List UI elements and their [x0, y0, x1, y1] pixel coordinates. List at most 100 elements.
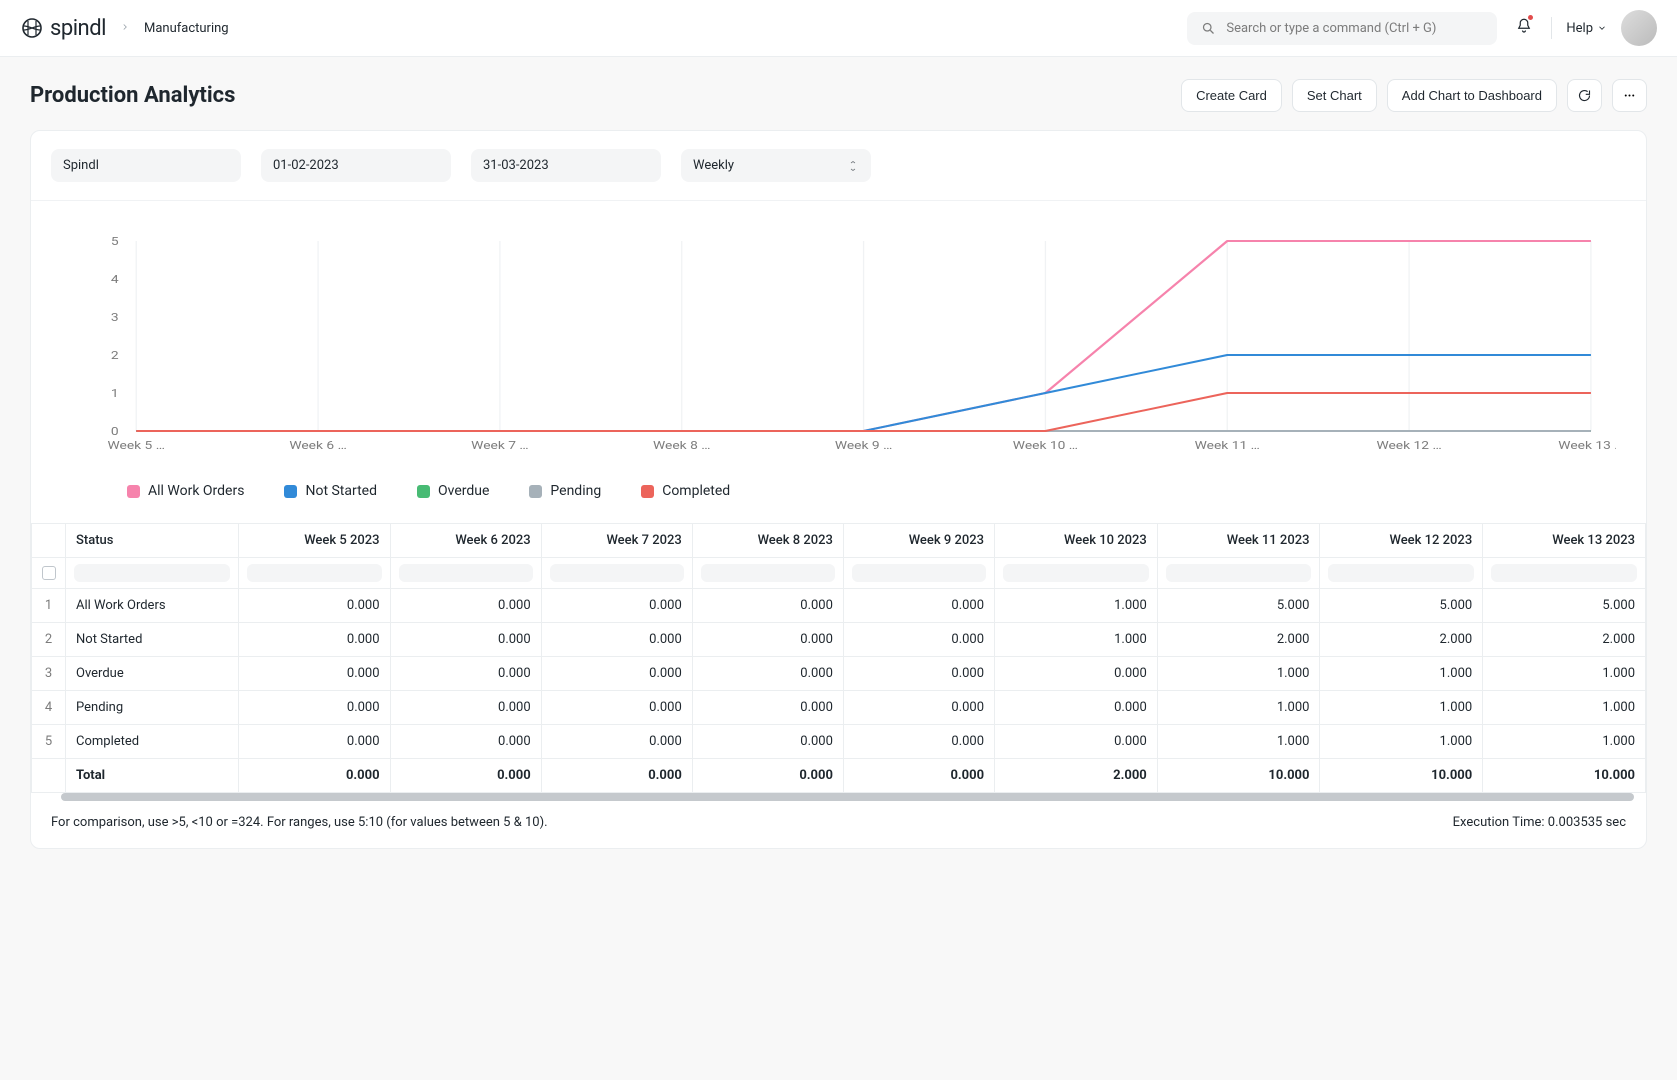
column-filter[interactable]: [66, 558, 239, 589]
cell-value: 0.000: [692, 725, 843, 759]
svg-text:0: 0: [111, 425, 119, 438]
cell-value: 1.000: [995, 589, 1158, 623]
search-input[interactable]: Search or type a command (Ctrl + G): [1187, 12, 1497, 45]
refresh-button[interactable]: [1567, 79, 1602, 112]
cell-value: 0.000: [692, 589, 843, 623]
column-header[interactable]: Week 13 2023: [1483, 524, 1646, 558]
total-value: 10.000: [1157, 759, 1320, 793]
total-value: 0.000: [390, 759, 541, 793]
cell-value: 5.000: [1483, 589, 1646, 623]
legend-item[interactable]: All Work Orders: [127, 483, 244, 499]
column-filter[interactable]: [541, 558, 692, 589]
date-from-filter[interactable]: 01-02-2023: [261, 149, 451, 182]
more-button[interactable]: [1612, 79, 1647, 112]
cell-value: 1.000: [1157, 657, 1320, 691]
execution-time: Execution Time: 0.003535 sec: [1453, 815, 1626, 830]
legend-item[interactable]: Completed: [641, 483, 730, 499]
column-header[interactable]: Status: [66, 524, 239, 558]
company-filter[interactable]: Spindl: [51, 149, 241, 182]
column-header[interactable]: Week 11 2023: [1157, 524, 1320, 558]
svg-text:4: 4: [111, 273, 119, 286]
svg-text:Week 5 …: Week 5 …: [108, 439, 165, 452]
column-header[interactable]: Week 6 2023: [390, 524, 541, 558]
filter-bar: Spindl 01-02-2023 31-03-2023 Weekly: [31, 131, 1646, 201]
column-filter[interactable]: [995, 558, 1158, 589]
cell-value: 0.000: [843, 623, 994, 657]
data-table: StatusWeek 5 2023Week 6 2023Week 7 2023W…: [31, 523, 1646, 793]
row-label: Overdue: [66, 657, 239, 691]
legend-label: Completed: [662, 483, 730, 499]
cell-value: 1.000: [1157, 725, 1320, 759]
row-label: Completed: [66, 725, 239, 759]
help-menu[interactable]: Help: [1566, 21, 1607, 36]
legend-item[interactable]: Not Started: [284, 483, 377, 499]
legend-swatch: [127, 485, 140, 498]
horizontal-scrollbar[interactable]: [61, 793, 1634, 801]
app-header: spindl Manufacturing Search or type a co…: [0, 0, 1677, 57]
column-filter[interactable]: [239, 558, 390, 589]
cell-value: 0.000: [995, 691, 1158, 725]
total-value: 0.000: [239, 759, 390, 793]
cell-value: 0.000: [541, 589, 692, 623]
interval-filter[interactable]: Weekly: [681, 149, 871, 182]
refresh-icon: [1577, 88, 1592, 103]
notifications-button[interactable]: [1511, 13, 1537, 43]
column-filter[interactable]: [1320, 558, 1483, 589]
legend-item[interactable]: Pending: [529, 483, 601, 499]
yarn-icon: [20, 16, 44, 40]
cell-value: 2.000: [1320, 623, 1483, 657]
date-to-filter[interactable]: 31-03-2023: [471, 149, 661, 182]
row-number: 1: [32, 589, 66, 623]
row-number: 2: [32, 623, 66, 657]
add-to-dashboard-button[interactable]: Add Chart to Dashboard: [1387, 79, 1557, 112]
row-label: Not Started: [66, 623, 239, 657]
cell-value: 1.000: [1483, 725, 1646, 759]
column-header[interactable]: Week 5 2023: [239, 524, 390, 558]
column-header[interactable]: Week 12 2023: [1320, 524, 1483, 558]
column-header[interactable]: Week 9 2023: [843, 524, 994, 558]
chart-legend: All Work Orders Not Started Overdue Pending…: [31, 475, 1646, 523]
analytics-card: Spindl 01-02-2023 31-03-2023 Weekly 0123…: [30, 130, 1647, 849]
svg-text:3: 3: [111, 311, 119, 324]
cell-value: 0.000: [692, 691, 843, 725]
cell-value: 0.000: [541, 725, 692, 759]
cell-value: 0.000: [692, 623, 843, 657]
legend-item[interactable]: Overdue: [417, 483, 489, 499]
header-left: spindl Manufacturing: [20, 16, 229, 41]
column-header[interactable]: Week 7 2023: [541, 524, 692, 558]
cell-value: 0.000: [239, 691, 390, 725]
set-chart-button[interactable]: Set Chart: [1292, 79, 1377, 112]
cell-value: 0.000: [390, 623, 541, 657]
create-card-button[interactable]: Create Card: [1181, 79, 1282, 112]
dots-icon: [1622, 88, 1637, 103]
column-filter[interactable]: [692, 558, 843, 589]
column-filter[interactable]: [843, 558, 994, 589]
avatar[interactable]: [1621, 10, 1657, 46]
column-filter[interactable]: [1483, 558, 1646, 589]
svg-text:1: 1: [111, 387, 119, 400]
brand-logo[interactable]: spindl: [20, 16, 106, 41]
select-all-cell[interactable]: [32, 558, 66, 589]
total-rownum: [32, 759, 66, 793]
page-header: Production Analytics Create Card Set Cha…: [0, 57, 1677, 130]
cell-value: 0.000: [692, 657, 843, 691]
column-filter[interactable]: [1157, 558, 1320, 589]
column-filter[interactable]: [390, 558, 541, 589]
legend-swatch: [529, 485, 542, 498]
svg-text:Week 9 …: Week 9 …: [835, 439, 892, 452]
search-icon: [1201, 21, 1216, 36]
column-header[interactable]: Week 10 2023: [995, 524, 1158, 558]
column-header[interactable]: Week 8 2023: [692, 524, 843, 558]
line-chart: 012345Week 5 …Week 6 …Week 7 …Week 8 …We…: [61, 231, 1616, 461]
chevron-right-icon: [120, 21, 130, 36]
breadcrumb-manufacturing[interactable]: Manufacturing: [144, 21, 229, 36]
brand-name: spindl: [50, 16, 106, 41]
cell-value: 0.000: [541, 623, 692, 657]
card-footer: For comparison, use >5, <10 or =324. For…: [31, 801, 1646, 848]
page-actions: Create Card Set Chart Add Chart to Dashb…: [1181, 79, 1647, 112]
select-icon: [847, 160, 859, 172]
row-number: 4: [32, 691, 66, 725]
cell-value: 5.000: [1320, 589, 1483, 623]
row-number: 3: [32, 657, 66, 691]
legend-label: Pending: [550, 483, 601, 499]
